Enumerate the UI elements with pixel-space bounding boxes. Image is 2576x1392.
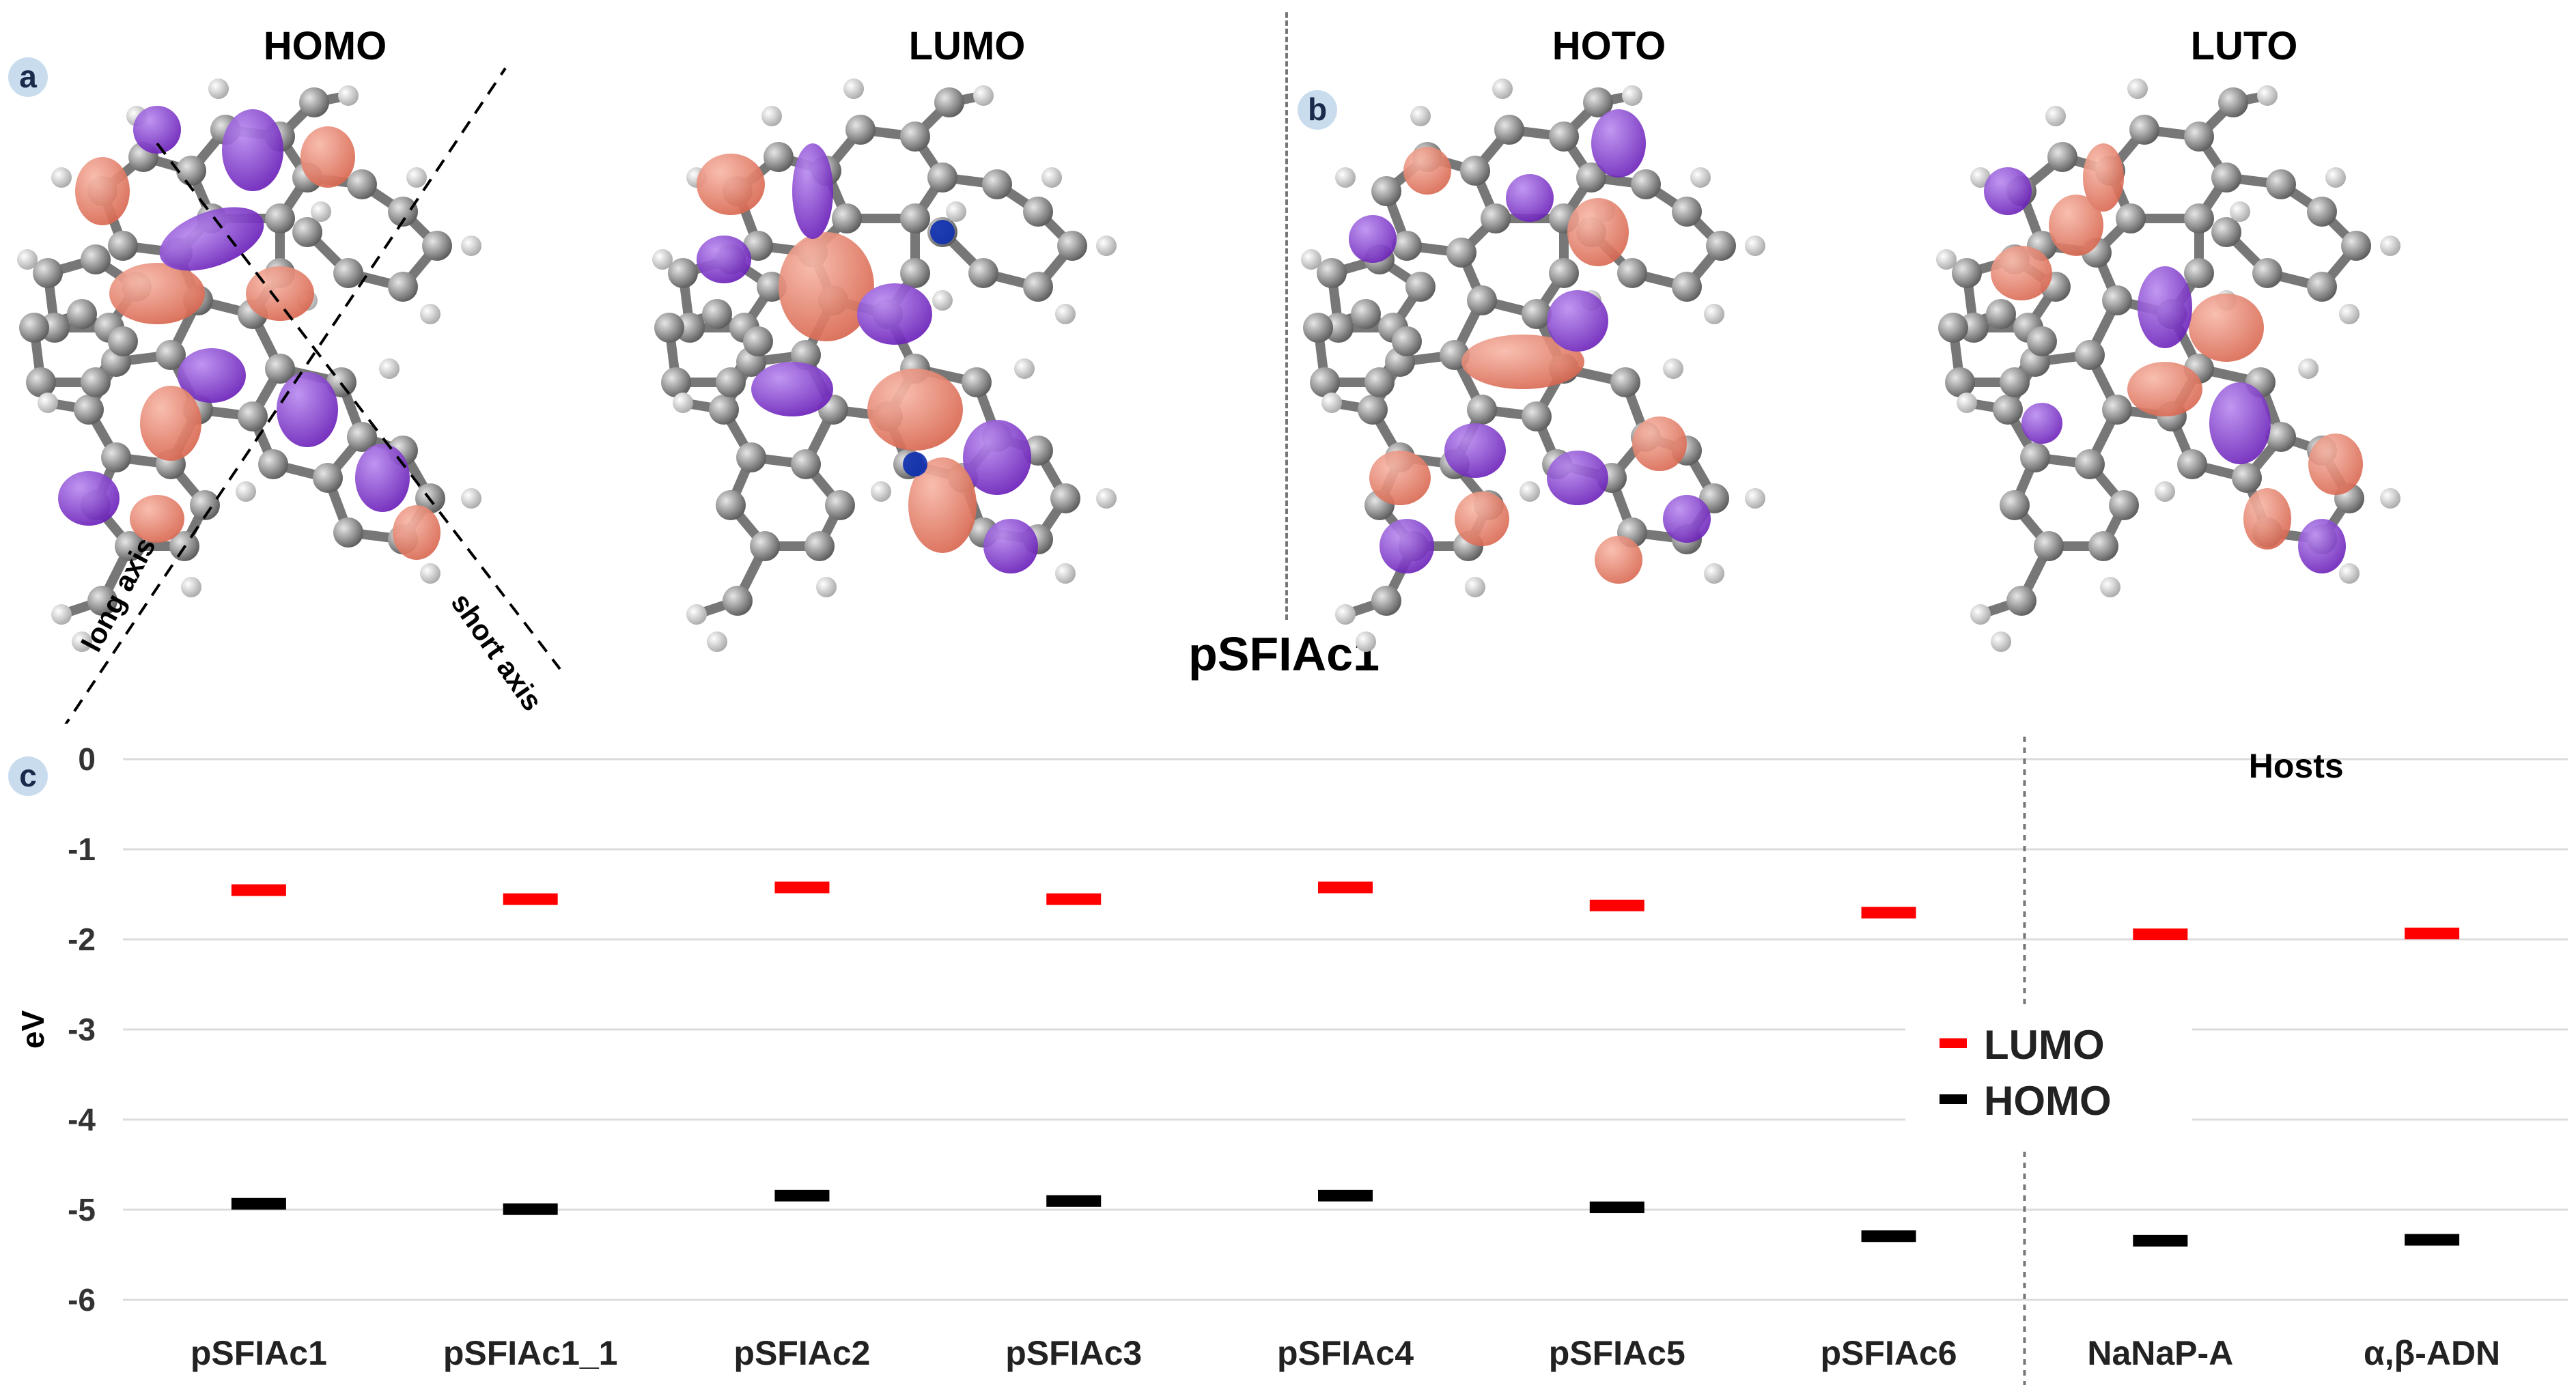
homo-level-marker bbox=[1589, 1202, 1644, 1214]
homo-title: HOMO bbox=[263, 24, 387, 68]
y-tick-label: -4 bbox=[68, 1102, 96, 1137]
y-tick-label: -5 bbox=[68, 1192, 96, 1227]
legend-swatch-lumo bbox=[1940, 1038, 1967, 1048]
homo-level-marker bbox=[231, 1197, 286, 1210]
hoto-title: HOTO bbox=[1552, 24, 1666, 68]
x-tick-label: pSFIAc3 bbox=[1005, 1334, 1142, 1372]
energy-level-chart: 0-1-2-3-4-5-6 pSFIAc1 pSFIAc1_1 pSFIAc2 pSF… bbox=[15, 737, 2568, 1385]
homo-level-marker bbox=[774, 1189, 830, 1202]
homo-level-marker bbox=[503, 1203, 558, 1215]
x-tick-label: pSFIAc5 bbox=[1549, 1334, 1685, 1372]
homo-level-marker bbox=[1318, 1189, 1373, 1202]
lumo-level-marker bbox=[1318, 881, 1373, 894]
legend: LUMO HOMO bbox=[1905, 1010, 2192, 1146]
grid-lines bbox=[123, 758, 2568, 1301]
short-axis-line bbox=[156, 142, 561, 670]
y-tick-label: -2 bbox=[68, 922, 96, 957]
legend-label-homo: HOMO bbox=[1984, 1078, 2112, 1124]
x-tick-label: pSFIAc1 bbox=[191, 1334, 327, 1372]
long-axis-line bbox=[64, 67, 507, 724]
y-axis-label: eV bbox=[15, 1010, 51, 1049]
lumo-level-marker bbox=[1589, 899, 1644, 911]
series-markers bbox=[231, 881, 2460, 1247]
lumo-level-marker bbox=[2405, 927, 2460, 939]
x-tick-labels: pSFIAc1 pSFIAc1_1 pSFIAc2 pSFIAc3 pSFIAc4 pSF… bbox=[191, 1334, 2500, 1372]
x-tick-label: pSFIAc4 bbox=[1277, 1334, 1414, 1372]
y-tick-label: -6 bbox=[68, 1282, 96, 1318]
x-tick-label: pSFIAc1_1 bbox=[443, 1334, 618, 1372]
y-tick-label: -1 bbox=[68, 832, 96, 867]
lumo-level-marker bbox=[231, 884, 286, 896]
lumo-level-marker bbox=[774, 881, 830, 894]
panel-label-c: c bbox=[8, 756, 48, 796]
lumo-level-marker bbox=[2133, 928, 2188, 941]
x-tick-label: α,β-ADN bbox=[2364, 1334, 2500, 1372]
lumo-level-marker bbox=[1861, 907, 1916, 919]
legend-label-lumo: LUMO bbox=[1984, 1022, 2105, 1068]
x-tick-label: pSFIAc2 bbox=[733, 1334, 870, 1372]
y-tick-label: 0 bbox=[78, 741, 96, 777]
x-tick-label: NaNaP-A bbox=[2087, 1334, 2233, 1372]
molecule-orbitals bbox=[0, 67, 2576, 724]
lumo-level-marker bbox=[1046, 893, 1102, 905]
x-tick-label: pSFIAc6 bbox=[1821, 1334, 1957, 1372]
panel-label-a: a bbox=[8, 57, 48, 97]
lumo-level-marker bbox=[503, 893, 558, 905]
legend-background bbox=[1905, 1010, 2192, 1146]
homo-level-marker bbox=[2405, 1234, 2460, 1246]
lumo-title: LUMO bbox=[908, 24, 1026, 68]
panel-label-b: b bbox=[1298, 90, 1337, 130]
legend-swatch-homo bbox=[1940, 1094, 1967, 1104]
homo-level-marker bbox=[2133, 1234, 2188, 1247]
panel-divider bbox=[1285, 12, 1288, 620]
y-tick-label: -3 bbox=[68, 1012, 96, 1047]
luto-title: LUTO bbox=[2190, 24, 2298, 68]
molecule-name: pSFIAc1 bbox=[1188, 627, 1380, 681]
homo-level-marker bbox=[1861, 1230, 1916, 1242]
hosts-group-label: Hosts bbox=[2249, 747, 2344, 785]
homo-level-marker bbox=[1046, 1195, 1102, 1207]
y-tick-labels: 0 -1 -2 -3 -4 -5 -6 bbox=[68, 741, 96, 1318]
